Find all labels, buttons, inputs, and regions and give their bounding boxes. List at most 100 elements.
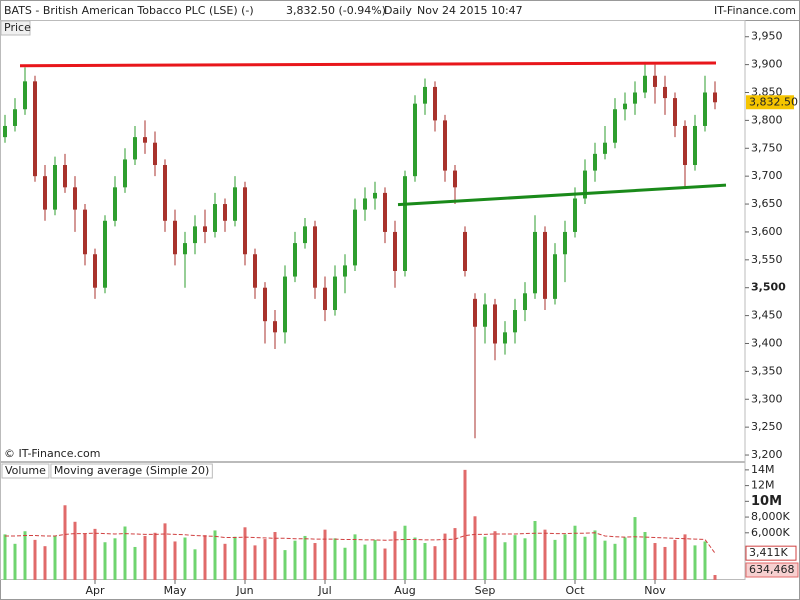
candle-body [463,231,467,271]
volume-bar [453,528,457,580]
ma-last-label: 3,411K [749,546,788,559]
volume-last-label: 634,468 [749,563,795,576]
candle-body [123,159,127,188]
candle-body [623,103,627,110]
y-label: Price [4,21,31,34]
legend-box [1,463,50,479]
y-tick-label: 3,500 [751,281,786,294]
volume-bar [413,537,417,580]
candle-body [653,75,657,87]
candle-body [423,86,427,104]
candle-body [63,165,67,188]
candle-body [13,109,17,126]
y-tick-label: 8,000K [751,510,790,523]
candle-body [393,231,397,271]
volume-bar [563,534,567,580]
y-label-box [0,20,31,36]
legend-entry: Moving average (Simple 20) [54,464,209,477]
volume-bar [193,549,197,580]
volume-bar [93,528,97,580]
candle-body [233,187,237,221]
candle-body [313,226,317,288]
volume-bar [153,532,157,580]
candle-body [373,192,377,199]
volume-bar [703,541,707,580]
volume-bar [73,521,77,580]
volume-bar [143,535,147,580]
volume-bar [523,538,527,580]
volume-bar [63,505,67,580]
candle-body [503,332,507,344]
volume-bar [43,546,47,580]
candle-body [513,310,517,333]
last-quote: 3,832.50 (-0.94%) [286,4,386,17]
y-tick-label: 10M [751,494,782,509]
volume-bar [363,544,367,580]
candle-body [103,220,107,288]
volume-bar [643,532,647,580]
candle-body [303,226,307,244]
volume-bar [133,546,137,580]
volume-bar [423,543,427,580]
volume-bar [53,535,57,580]
candle-body [193,226,197,244]
candle-body [443,120,447,171]
y-tick-label: 12M [751,479,775,492]
volume-bar [683,534,687,580]
candle-body [663,86,667,99]
candle-body [253,254,257,288]
timestamp: Nov 24 2015 10:47 [417,4,523,17]
candle-body [573,198,577,232]
volume-bar [353,534,357,580]
volume-bar [223,543,227,580]
y-tick-label: 3,850 [751,86,783,99]
volume-bar [393,531,397,580]
volume-bar [663,546,667,580]
volume-bar [503,542,507,580]
y-tick-label: 14M [751,463,775,476]
volume-bar [623,537,627,580]
price-pane [0,20,746,462]
volume-bar [203,535,207,580]
trendline [19,61,717,68]
y-tick-label: 3,750 [751,141,783,154]
volume-bar [573,525,577,580]
y-tick-label: 3,450 [751,309,783,322]
candle-body [603,142,607,154]
candle-body [73,187,77,210]
volume-bar [633,517,637,580]
candle-body [153,142,157,166]
volume-bar [473,516,477,580]
candle-body [713,92,717,103]
volume-bar [103,542,107,580]
candle-body [563,231,567,255]
candle-body [693,125,697,166]
x-tick-label: Oct [565,584,585,597]
y-tick-label: 3,400 [751,336,783,349]
interval: Daily [384,4,412,17]
volume-bar [273,532,277,580]
volume-bar [513,535,517,580]
volume-bar [3,534,7,580]
candle-body [243,187,247,255]
candle-body [113,187,117,221]
volume-bar [383,548,387,580]
candle-body [583,170,587,199]
watermark: © IT-Finance.com [4,447,101,460]
candle-body [383,192,387,232]
candle-body [293,243,297,277]
volume-bar [603,540,607,580]
volume-bar [543,529,547,580]
volume-bar [113,538,117,580]
legend-box [50,463,213,479]
candle-body [543,231,547,299]
candle-body [133,137,137,160]
volume-bar [313,543,317,580]
y-tick-label: 3,250 [751,420,783,433]
volume-bar [83,533,87,580]
volume-bar [433,546,437,580]
last-price-box [746,95,794,110]
candle-body [433,86,437,121]
